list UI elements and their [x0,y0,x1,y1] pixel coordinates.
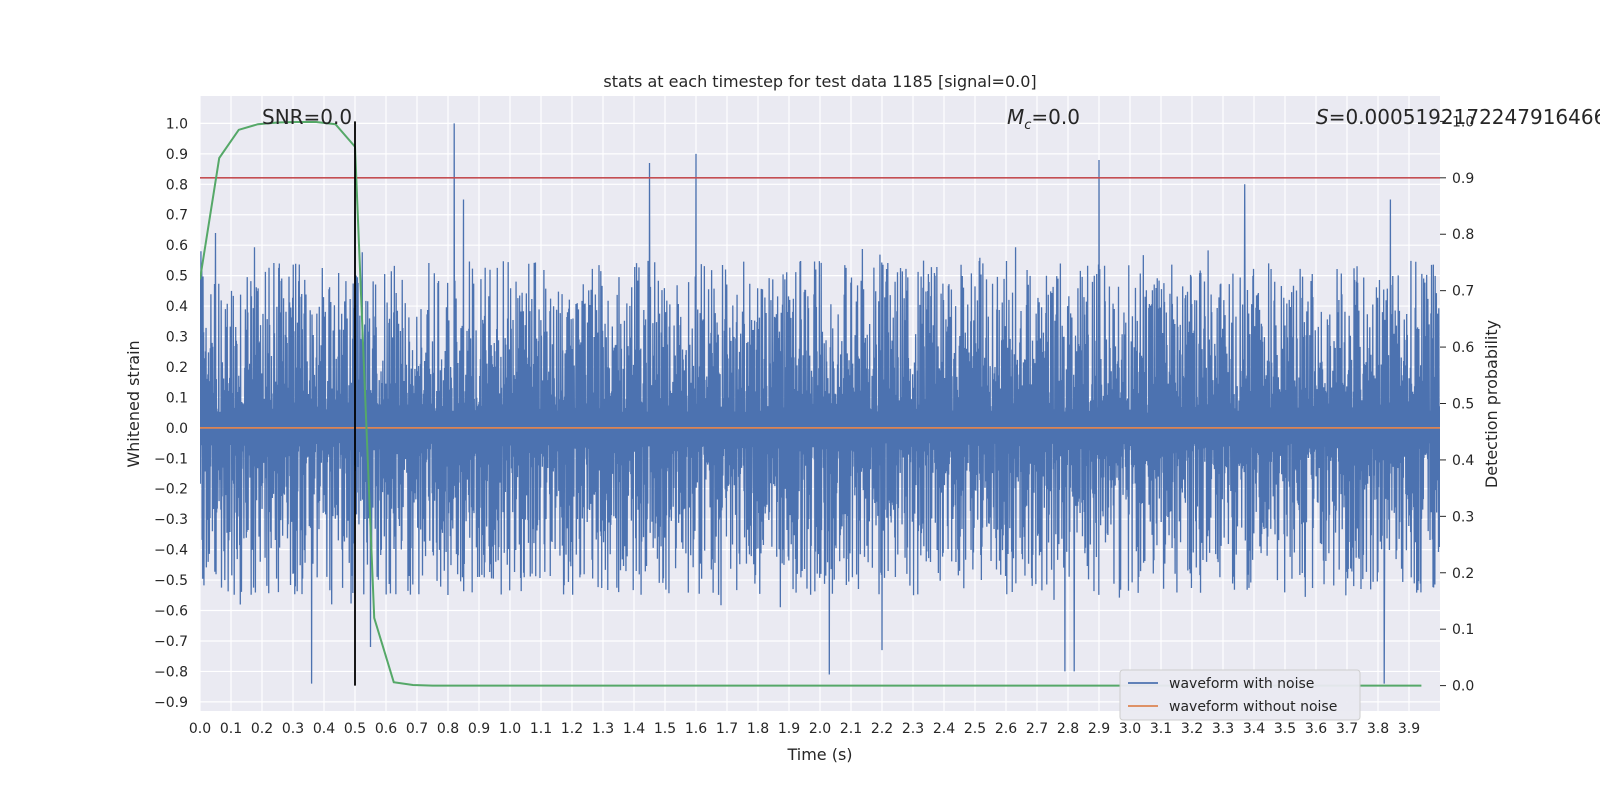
y-tick-label: 0.5 [166,269,188,285]
y-axis-ticks: 1.0 0.9 0.8 0.7 0.6 0.5 0.4 0.3 0.2 0.1 0.0 −0.1 −0.… [154,116,188,710]
x-tick-label: 0.9 [468,721,490,737]
x-tick-label: 2.1 [840,721,862,737]
x-tick-label: 1.4 [623,721,645,737]
x-tick-label: 3.6 [1305,721,1327,737]
x-tick-label: 3.9 [1398,721,1420,737]
noisy-waveform [200,123,1440,684]
x-tick-label: 0.1 [220,721,242,737]
chirp-mass-annotation: Mc=0.0 [1007,105,1080,133]
y-tick-label: −0.1 [154,451,188,467]
noisy-waveform-line [200,123,1440,684]
y2-tick-label: 0.8 [1452,227,1474,243]
x-tick-label: 3.8 [1367,721,1389,737]
x-tick-label: 2.2 [871,721,893,737]
x-tick-label: 3.2 [1181,721,1203,737]
x-tick-label: 3.3 [1212,721,1234,737]
x-tick-label: 2.9 [1088,721,1110,737]
x-tick-label: 3.1 [1150,721,1172,737]
x-tick-label: 2.6 [995,721,1017,737]
y2-tick-label: 0.4 [1452,453,1474,469]
x-tick-label: 2.4 [933,721,955,737]
x-tick-label: 3.5 [1274,721,1296,737]
y-tick-label: −0.6 [154,604,188,620]
y-tick-label: 0.9 [166,147,188,163]
y2-tick-label: 0.5 [1452,397,1474,413]
x-tick-label: 1.8 [747,721,769,737]
y2-tick-label: 0.7 [1452,284,1474,300]
y2-tick-label: 0.6 [1452,340,1474,356]
y-tick-label: −0.3 [154,512,188,528]
y-tick-label: 0.6 [166,238,188,254]
y-tick-label: 0.7 [166,208,188,224]
x-tick-label: 1.0 [499,721,521,737]
y-tick-label: −0.8 [154,664,188,680]
y-tick-label: 0.8 [166,177,188,193]
y-tick-label: 0.0 [166,421,188,437]
x-tick-label: 1.5 [654,721,676,737]
x-tick-label: 0.7 [406,721,428,737]
y2-tick-label: 0.3 [1452,509,1474,525]
y-tick-label: −0.7 [154,634,188,650]
y2-tick-label: 0.0 [1452,679,1474,695]
y-tick-label: −0.4 [154,543,188,559]
legend: waveform with noise waveform without noi… [1119,669,1361,721]
y-tick-label: 0.4 [166,299,188,315]
x-tick-label: 2.0 [809,721,831,737]
x-tick-label: 1.7 [716,721,738,737]
legend-label-noisy: waveform with noise [1169,676,1314,692]
y-tick-label: −0.5 [154,573,188,589]
y-tick-label: 0.1 [166,390,188,406]
y-tick-label: −0.2 [154,482,188,498]
x-tick-label: 0.0 [189,721,211,737]
snr-annotation: SNR=0.0 [262,105,352,129]
x-tick-label: 1.3 [592,721,614,737]
y2-tick-label: 0.2 [1452,566,1474,582]
x-tick-label: 0.5 [344,721,366,737]
x-tick-label: 3.0 [1119,721,1141,737]
y2-tick-label: 0.9 [1452,171,1474,187]
y-tick-label: 1.0 [166,116,188,132]
legend-label-clean: waveform without noise [1169,699,1337,715]
y2-axis-label: Detection probability [1482,320,1501,488]
y-axis-label: Whitened strain [124,340,143,467]
x-axis-ticks: 0.0 0.1 0.2 0.3 0.4 0.5 0.6 0.7 0.8 0.9 1.0 1.1 1.2 1… [189,721,1420,737]
y2-axis-ticks: 1.0 0.9 0.8 0.7 0.6 0.5 0.4 0.3 0.2 0.1 0.0 [1440,114,1474,695]
x-tick-label: 0.2 [251,721,273,737]
x-tick-label: 3.7 [1336,721,1358,737]
x-tick-label: 2.7 [1026,721,1048,737]
x-tick-label: 0.8 [437,721,459,737]
x-tick-label: 1.6 [685,721,707,737]
y-tick-label: 0.2 [166,360,188,376]
x-tick-label: 0.6 [375,721,397,737]
y-tick-label: 0.3 [166,330,188,346]
y2-tick-label: 1.0 [1452,114,1474,130]
s-annotation: S=0.0005192172247916466 [1316,105,1600,129]
x-tick-label: 1.9 [778,721,800,737]
x-tick-label: 2.5 [964,721,986,737]
x-tick-label: 2.3 [902,721,924,737]
x-tick-label: 1.2 [561,721,583,737]
x-axis-label: Time (s) [786,745,852,764]
x-tick-label: 1.1 [530,721,552,737]
x-tick-label: 0.3 [282,721,304,737]
x-tick-label: 3.4 [1243,721,1265,737]
y-tick-label: −0.9 [154,695,188,711]
x-tick-label: 0.4 [313,721,335,737]
y2-tick-label: 0.1 [1452,622,1474,638]
x-tick-label: 2.8 [1057,721,1079,737]
chart-title: stats at each timestep for test data 118… [603,72,1036,91]
